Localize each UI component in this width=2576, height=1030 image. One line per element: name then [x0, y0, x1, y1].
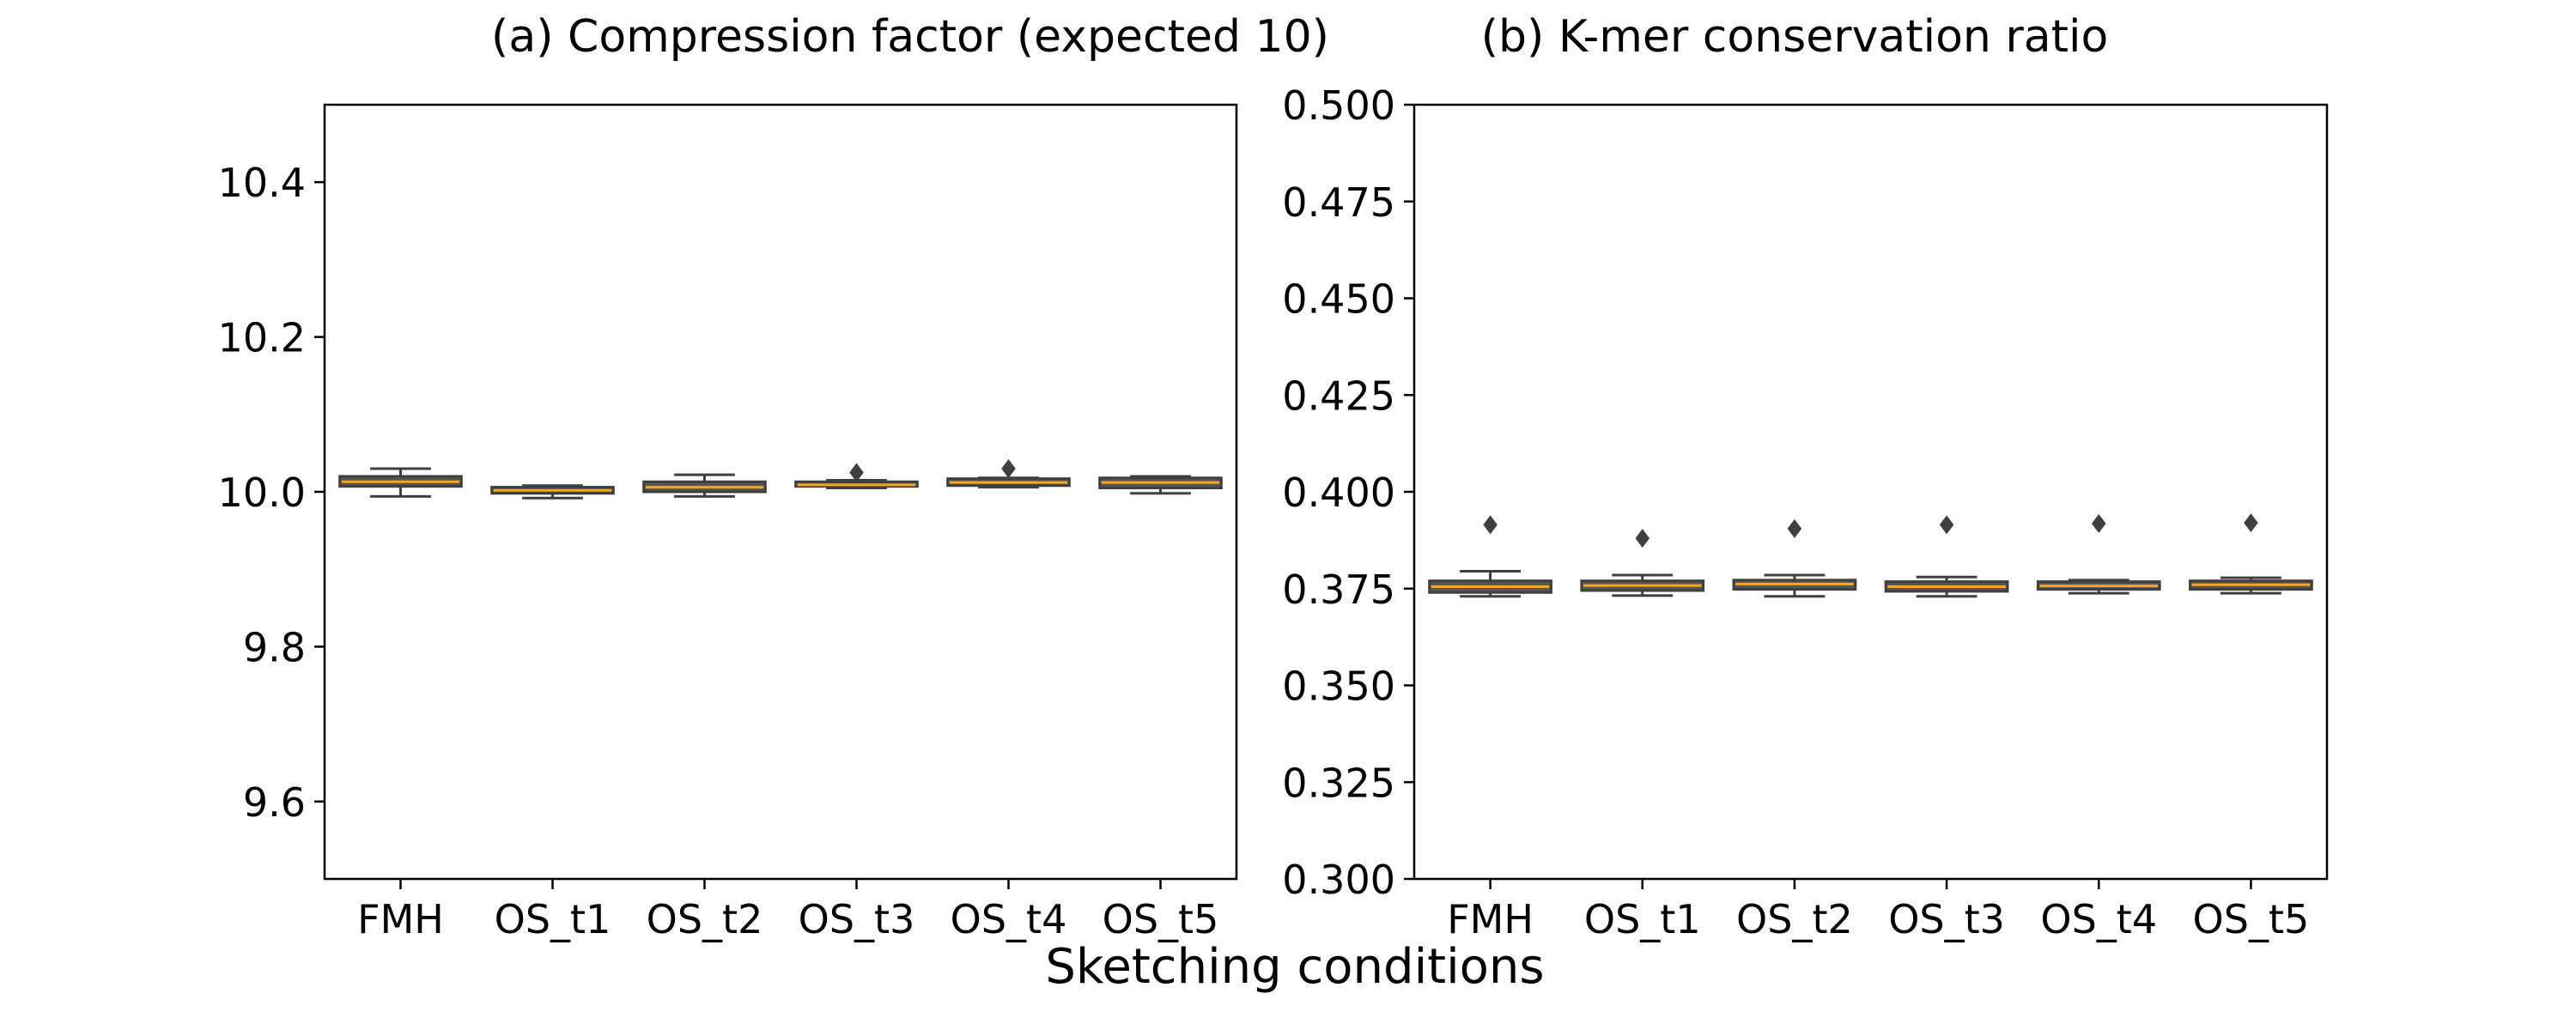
x-tick-label: OS_t2 [1736, 896, 1853, 942]
chart-title: (a) Compression factor (expected 10) [491, 11, 1329, 63]
x-axis: FMH OS_t1 OS_t2 OS_t3 OS_t4 OS_t5 [1447, 879, 2309, 942]
y-tick-label: 0.300 [1282, 857, 1395, 903]
box-plot-os-t3 [794, 463, 919, 489]
plot-marks [1428, 513, 2313, 598]
outlier-point [1483, 515, 1498, 535]
x-tick-label: OS_t2 [647, 896, 763, 942]
box-plot-os-t4 [2036, 513, 2161, 595]
x-tick-label: FMH [357, 896, 444, 942]
box-plot-fmh [338, 467, 463, 498]
y-tick-label: 0.425 [1282, 373, 1395, 419]
y-tick-label: 0.350 [1282, 663, 1395, 710]
outlier-point [1001, 458, 1016, 478]
outlier-point [2092, 513, 2106, 533]
y-tick-label: 0.450 [1282, 276, 1395, 323]
plot-marks [338, 458, 1223, 500]
panel-kmer-conservation: (b) K-mer conservation ratio 0.3000.3250… [1282, 11, 2329, 942]
x-tick-label: OS_t1 [495, 896, 611, 942]
x-tick-label: OS_t5 [1103, 896, 1219, 942]
y-tick-label: 0.400 [1282, 470, 1395, 516]
chart-title: (b) K-mer conservation ratio [1481, 11, 2109, 63]
shared-x-axis-label: Sketching conditions [1045, 939, 1544, 995]
y-axis: 0.300 0.325 0.350 0.375 0.400 0.425 0.450 0.475… [1282, 82, 1414, 903]
x-tick-label: FMH [1447, 896, 1534, 942]
box-plot-os-t1 [1580, 529, 1705, 597]
x-tick-label: OS_t4 [951, 896, 1067, 942]
box-plot-os-t2 [1732, 518, 1857, 598]
x-tick-label: OS_t3 [799, 896, 915, 942]
y-tick-label: 9.6 [243, 779, 306, 826]
box-plot-os-t4 [946, 458, 1071, 489]
x-axis: FMH OS_t1 OS_t2 OS_t3 OS_t4 OS_t5 [357, 879, 1218, 942]
y-tick-label: 0.375 [1282, 566, 1395, 613]
outlier-point [2244, 513, 2258, 533]
y-tick-label: 0.475 [1282, 179, 1395, 226]
x-tick-label: OS_t1 [1584, 896, 1701, 942]
box-plot-os-t5 [1098, 475, 1223, 495]
outlier-point [1787, 518, 1802, 538]
box-plot-os-t2 [642, 473, 767, 498]
y-tick-label: 0.325 [1282, 760, 1395, 806]
outlier-point [1939, 515, 1954, 535]
panel-compression-factor: (a) Compression factor (expected 10) 9.6… [218, 11, 1329, 942]
plot-frame [1413, 103, 2329, 881]
y-tick-label: 10.4 [218, 160, 306, 206]
y-tick-label: 10.0 [218, 470, 306, 516]
box-plot-fmh [1428, 515, 1552, 598]
x-tick-label: OS_t4 [2040, 896, 2157, 942]
plot-frame [323, 103, 1238, 881]
y-tick-label: 0.500 [1282, 82, 1395, 129]
box-plot-os-t1 [490, 484, 615, 500]
y-tick-label: 10.2 [218, 315, 306, 361]
y-axis: 9.6 9.8 10.0 10.2 10.4 [218, 160, 325, 826]
y-tick-label: 9.8 [243, 624, 306, 670]
x-tick-label: OS_t3 [1888, 896, 2005, 942]
box-plot-os-t5 [2189, 513, 2313, 595]
box-plot-os-t3 [1884, 515, 2009, 598]
x-tick-label: OS_t5 [2193, 896, 2310, 942]
outlier-point [1635, 529, 1649, 548]
outlier-point [849, 463, 864, 482]
